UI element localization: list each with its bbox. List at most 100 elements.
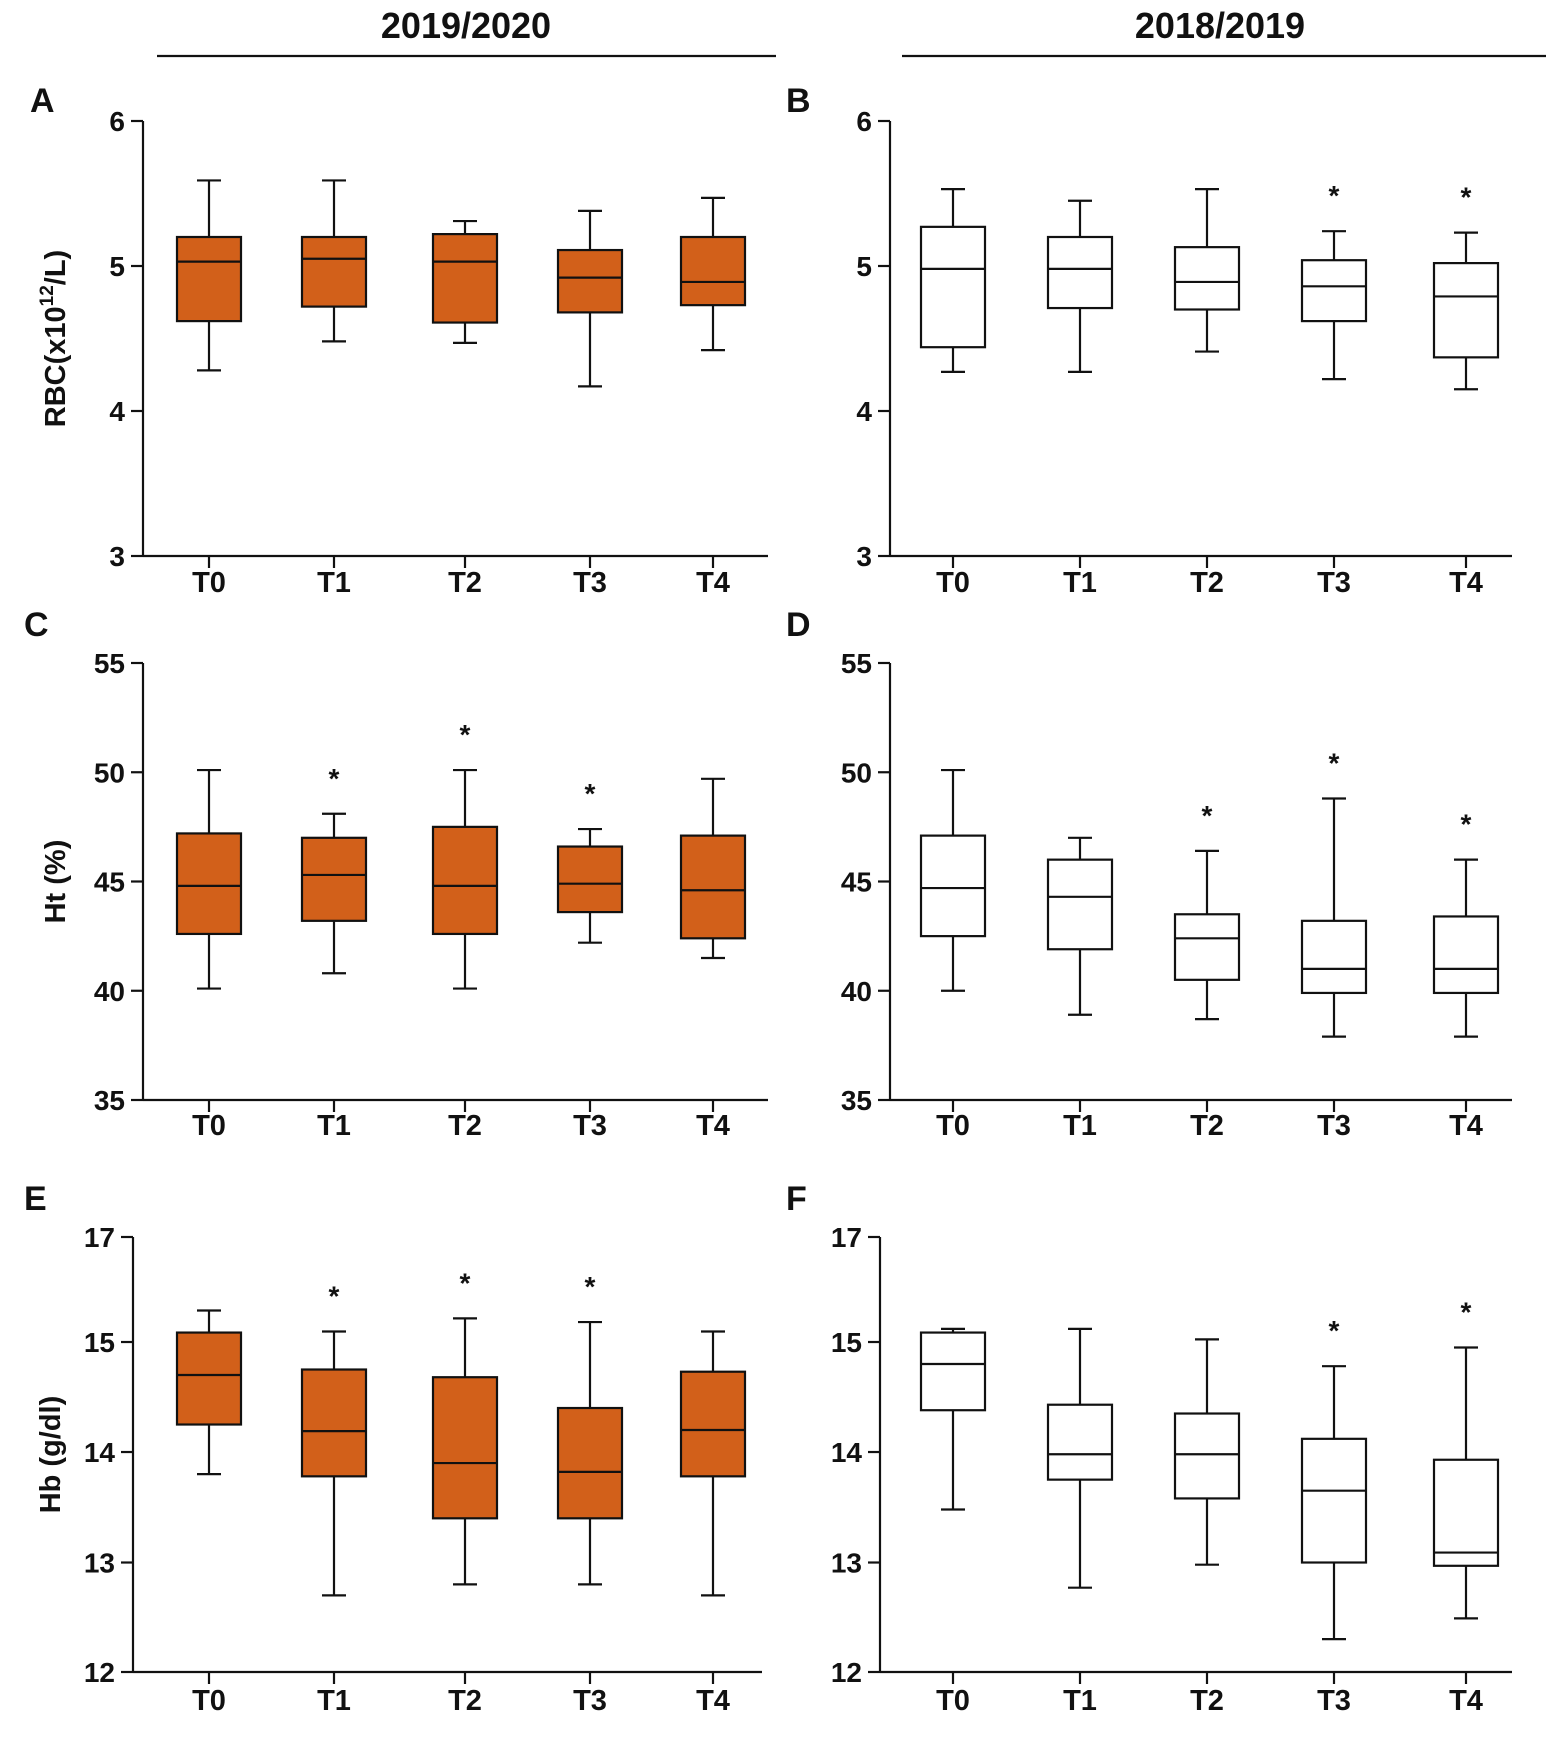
significance-star: * [460, 719, 471, 750]
panel-c: C 35 40 45 50 55 Ht (%) T0 T1 * T2 * T3 * T4 [24, 606, 768, 1142]
box-t4: T4 * [1432, 1297, 1500, 1717]
y-tick-label: 40 [94, 976, 125, 1007]
box-t0: T0 [919, 768, 987, 1142]
box-t4: T4 * [1432, 182, 1500, 599]
y-tick-label: 14 [84, 1437, 116, 1468]
panel-label: F [786, 1180, 807, 1218]
iqr-box [679, 235, 747, 307]
x-tick-label: T2 [448, 567, 482, 599]
y-tick-label: 35 [841, 1085, 872, 1116]
x-tick-label: T4 [1449, 1685, 1483, 1717]
iqr-box [1300, 1437, 1368, 1564]
iqr-box [1046, 235, 1114, 310]
y-tick-label: 45 [94, 867, 125, 898]
y-tick-label: 13 [84, 1548, 115, 1579]
box-t4: T4 [679, 196, 747, 599]
significance-star: * [1329, 180, 1340, 211]
significance-star: * [585, 1271, 596, 1302]
x-tick-label: T4 [696, 1685, 730, 1717]
iqr-box [175, 832, 243, 936]
x-tick-label: T2 [1190, 1110, 1224, 1142]
iqr-box [300, 836, 368, 922]
header-right: 2018/2019 [902, 5, 1546, 58]
panel-d: D 35 40 45 50 55 T0 T1 T2 * T3 * T4 * [786, 606, 1512, 1142]
iqr-box [556, 845, 624, 914]
x-tick-label: T0 [936, 1110, 970, 1142]
panel-a: A 3 4 5 6 RBC(x1012/L) T0 T1 T2 T3 T4 [30, 82, 768, 599]
y-axis-label-sup: 12 [37, 285, 58, 306]
y-tick-label: 15 [84, 1327, 115, 1358]
iqr-box [1046, 1403, 1114, 1481]
box-t2: T2 [1173, 1338, 1241, 1717]
x-tick-label: T4 [1449, 1110, 1483, 1142]
significance-star: * [329, 1281, 340, 1312]
box-t1: T1 [1046, 836, 1114, 1142]
iqr-box [1300, 919, 1368, 995]
x-tick-label: T3 [1317, 567, 1351, 599]
y-tick-label: 40 [841, 976, 872, 1007]
y-axis-label-main: RBC(x10 [40, 306, 72, 427]
panel-b: B 3 4 5 6 T0 T1 T2 T3 * T4 * [786, 82, 1512, 599]
y-axis-label: RBC(x1012/L) [37, 250, 72, 427]
box-t0: T0 [175, 179, 243, 599]
header-left-title: 2019/2020 [381, 5, 551, 46]
iqr-box [1432, 915, 1500, 995]
box-t1: T1 [1046, 1327, 1114, 1717]
panel-label: E [24, 1180, 47, 1218]
iqr-box [679, 1370, 747, 1478]
x-tick-label: T0 [192, 1110, 226, 1142]
x-tick-label: T3 [573, 1110, 607, 1142]
y-tick-label: 50 [841, 757, 872, 788]
y-axis-label: Ht (%) [40, 840, 72, 924]
box-t3: T3 * [1300, 747, 1368, 1142]
header-right-title: 2018/2019 [1135, 5, 1305, 46]
x-tick-label: T4 [1449, 567, 1483, 599]
y-axis-label-tail: /L) [40, 250, 72, 285]
box-t3: T3 * [1300, 1315, 1368, 1717]
significance-star: * [1329, 747, 1340, 778]
iqr-box [1432, 1458, 1500, 1567]
x-tick-label: T3 [573, 1685, 607, 1717]
box-t1: T1 [300, 179, 368, 599]
significance-star: * [1461, 809, 1472, 840]
y-tick-label: 12 [84, 1657, 115, 1688]
y-axis-label: Hb (g/dl) [35, 1396, 67, 1514]
x-tick-label: T4 [696, 567, 730, 599]
significance-star: * [329, 763, 340, 794]
panel-label: B [786, 82, 811, 120]
y-tick-label: 6 [856, 106, 872, 137]
y-tick-label: 13 [831, 1548, 862, 1579]
significance-star: * [1202, 800, 1213, 831]
box-t0: T0 [175, 1309, 243, 1717]
iqr-box [431, 825, 499, 936]
y-tick-label: 4 [109, 396, 125, 427]
iqr-box [1173, 246, 1241, 311]
significance-star: * [1461, 1297, 1472, 1328]
iqr-box [1173, 913, 1241, 981]
x-tick-label: T3 [573, 567, 607, 599]
box-t3: T3 * [556, 1271, 624, 1717]
iqr-box [1173, 1412, 1241, 1500]
box-t0: T0 [175, 768, 243, 1142]
box-t2: T2 * [431, 719, 499, 1142]
iqr-box [919, 1331, 987, 1412]
iqr-box [1046, 858, 1114, 951]
iqr-box [175, 235, 243, 323]
box-t1: T1 [1046, 199, 1114, 599]
y-tick-label: 17 [84, 1222, 115, 1253]
significance-star: * [585, 778, 596, 809]
box-t2: T2 * [1173, 800, 1241, 1142]
x-tick-label: T3 [1317, 1110, 1351, 1142]
iqr-box [919, 225, 987, 349]
x-tick-label: T1 [1063, 1685, 1097, 1717]
box-t0: T0 [919, 188, 987, 599]
box-t1: T1 * [300, 1281, 368, 1717]
x-tick-label: T0 [192, 567, 226, 599]
y-tick-label: 50 [94, 757, 125, 788]
box-t2: T2 [431, 219, 499, 599]
box-t1: T1 * [300, 763, 368, 1142]
y-tick-label: 45 [841, 867, 872, 898]
x-tick-label: T2 [1190, 567, 1224, 599]
x-tick-label: T2 [448, 1685, 482, 1717]
